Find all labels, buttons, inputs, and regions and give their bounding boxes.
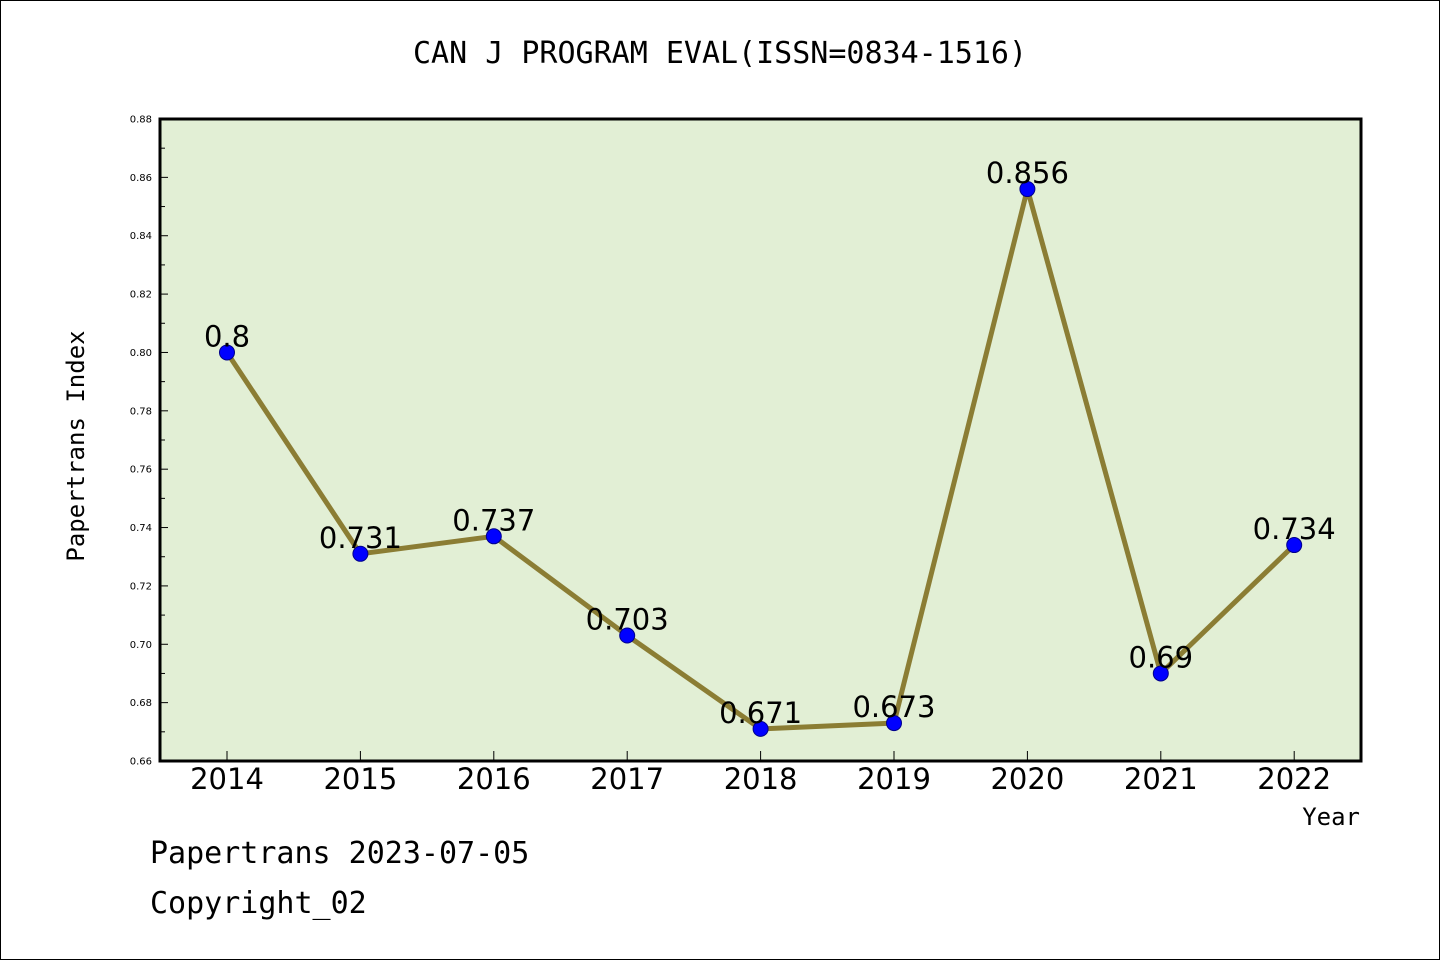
data-point <box>485 528 502 545</box>
y-tick-label: 0.74 <box>130 523 152 534</box>
y-tick-label: 0.88 <box>130 115 152 126</box>
plot-area <box>158 117 1363 763</box>
data-label: 0.731 <box>319 521 402 555</box>
y-tick-label: 0.68 <box>130 698 152 709</box>
x-tick-label: 2018 <box>724 762 798 796</box>
data-point <box>352 545 369 562</box>
series-markers <box>219 181 1303 737</box>
data-point <box>752 720 769 737</box>
y-tick-label: 0.70 <box>130 640 152 651</box>
x-tick-label: 2022 <box>1257 762 1331 796</box>
data-point <box>1019 181 1036 198</box>
y-tick-label: 0.78 <box>130 406 152 417</box>
y-tick-label: 0.82 <box>130 290 152 301</box>
data-label: 0.671 <box>719 696 802 730</box>
data-point <box>1152 665 1169 682</box>
x-tick-label: 2019 <box>857 762 931 796</box>
x-tick-label: 2015 <box>323 762 397 796</box>
x-axis-title: Year <box>1302 803 1360 831</box>
data-label: 0.8 <box>204 319 250 353</box>
data-point <box>1286 537 1303 554</box>
data-point <box>219 344 235 361</box>
y-tick-label: 0.76 <box>130 465 152 476</box>
y-tick-label: 0.80 <box>130 348 152 359</box>
footer-copyright: Copyright_02 <box>150 886 367 921</box>
data-label: 0.734 <box>1253 512 1336 546</box>
x-tick-label: 2014 <box>190 762 264 796</box>
x-tick-label: 2017 <box>590 762 664 796</box>
x-tick-label: 2020 <box>990 762 1064 796</box>
data-label: 0.737 <box>452 503 535 537</box>
data-label: 0.703 <box>586 603 669 637</box>
x-tick-label: 2021 <box>1124 762 1198 796</box>
y-tick-label: 0.66 <box>130 757 152 768</box>
data-label: 0.673 <box>852 690 935 724</box>
data-label: 0.856 <box>986 156 1069 190</box>
data-labels: 0.8 0.731 0.737 0.703 0.671 0.673 0.856 0.69 0.7… <box>204 156 1336 730</box>
x-axis: 2014 2015 2016 2017 2018 2019 2020 2021 2022 <box>190 751 1331 796</box>
y-tick-label: 0.84 <box>130 231 152 242</box>
y-axis: 0.66 0.68 0.70 0.72 0.74 0.76 0.78 0.80 0.82 0.84… <box>130 115 168 768</box>
y-axis-title: Papertrans Index <box>62 330 90 561</box>
chart-title: CAN J PROGRAM EVAL(ISSN=0834-1516) <box>412 36 1028 71</box>
y-tick-label: 0.86 <box>130 173 152 184</box>
data-point <box>886 715 902 732</box>
data-point <box>619 627 636 644</box>
y-tick-label: 0.72 <box>130 581 152 592</box>
data-label: 0.69 <box>1129 640 1194 674</box>
x-tick-label: 2016 <box>457 762 531 796</box>
footer-date: Papertrans 2023-07-05 <box>150 836 530 871</box>
